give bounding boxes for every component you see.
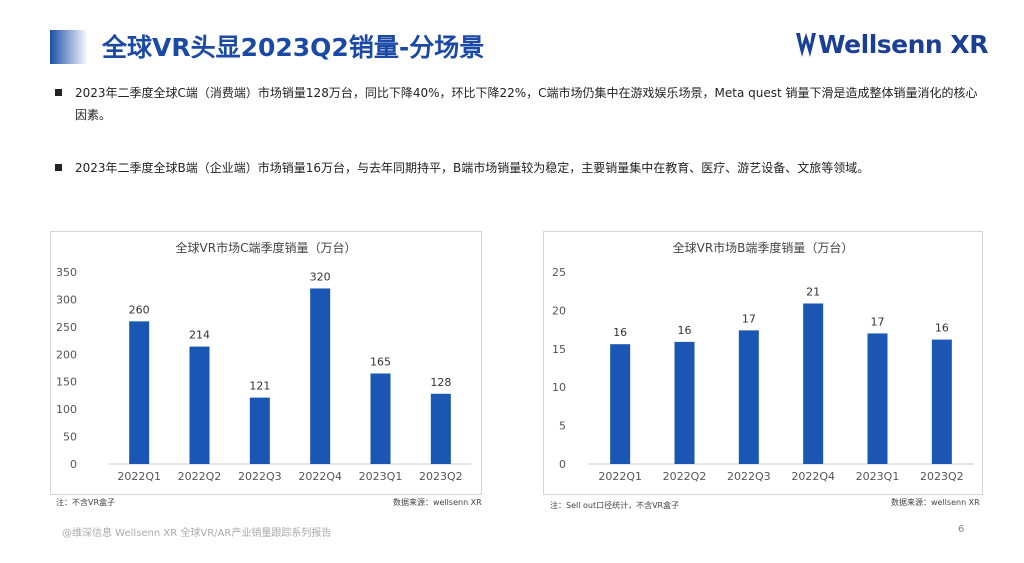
chart-consumer-note: 注：不含VR盒子	[56, 498, 116, 507]
bar-2022Q4	[803, 303, 824, 464]
bullet-square-icon	[55, 164, 62, 171]
y-tick-label: 10	[552, 381, 566, 394]
bullet-square-icon	[55, 89, 62, 96]
bar-2023Q2	[931, 339, 952, 464]
y-tick-label: 50	[63, 431, 77, 444]
x-tick-label: 2022Q4	[298, 470, 342, 483]
y-tick-label: 150	[56, 376, 77, 389]
data-label: 17	[871, 315, 885, 328]
chart-enterprise-quarterly: 全球VR市场B端季度销量（万台） 0 5 10 15 20 25 16 2022Q1 16 2022…	[543, 231, 983, 495]
chart-enterprise-note: 注：Sell out口径统计，不含VR盒子	[550, 501, 680, 510]
x-tick-label: 2023Q2	[920, 470, 964, 483]
bar-2022Q3	[249, 397, 270, 464]
brand-logo: Wellsenn XR	[796, 30, 988, 59]
bar-2022Q4	[310, 288, 331, 464]
y-tick-label: 250	[56, 321, 77, 334]
bar-2022Q1	[610, 344, 631, 464]
y-tick-label: 20	[552, 304, 566, 317]
x-tick-label: 2022Q2	[663, 470, 707, 483]
page-number: 6	[958, 524, 965, 535]
y-tick-label: 350	[56, 266, 77, 279]
data-label: 165	[370, 355, 391, 368]
x-tick-label: 2022Q3	[727, 470, 771, 483]
data-label: 214	[189, 329, 210, 342]
chart-enterprise-svg: 全球VR市场B端季度销量（万台） 0 5 10 15 20 25 16 2022Q1 16 2022…	[552, 240, 974, 483]
brand-logo-text: Wellsenn XR	[818, 30, 988, 59]
data-label: 16	[613, 326, 627, 339]
data-label: 16	[935, 322, 949, 335]
bullet-text: 2023年二季度全球C端（消费端）市场销量128万台，同比下降40%，环比下降2…	[75, 86, 978, 122]
bar-2022Q1	[129, 321, 150, 464]
wellsenn-logo-icon	[796, 32, 816, 57]
x-tick-label: 2023Q1	[359, 470, 403, 483]
y-tick-label: 25	[552, 266, 566, 279]
chart-title: 全球VR市场C端季度销量（万台）	[176, 240, 357, 255]
bar-2022Q2	[189, 346, 210, 464]
chart-consumer-quarterly: 全球VR市场C端季度销量（万台） 0 50 100 150 200 250 300 350 260…	[50, 231, 482, 495]
x-tick-label: 2022Q2	[178, 470, 222, 483]
y-tick-label: 100	[56, 403, 77, 416]
x-tick-label: 2023Q2	[419, 470, 463, 483]
x-tick-label: 2022Q3	[238, 470, 282, 483]
chart-consumer-source: 数据来源：wellsenn XR	[393, 498, 482, 507]
x-tick-label: 2022Q1	[598, 470, 642, 483]
data-label: 121	[249, 380, 270, 393]
bullet-item-consumer: 2023年二季度全球C端（消费端）市场销量128万台，同比下降40%，环比下降2…	[55, 82, 985, 126]
data-label: 21	[806, 285, 820, 298]
x-tick-label: 2023Q1	[856, 470, 900, 483]
data-label: 16	[678, 324, 692, 337]
y-tick-label: 0	[559, 458, 566, 471]
bar-2023Q2	[430, 393, 451, 464]
chart-consumer-svg: 全球VR市场C端季度销量（万台） 0 50 100 150 200 250 300 350 260…	[56, 240, 471, 483]
y-tick-label: 0	[70, 458, 77, 471]
y-tick-label: 300	[56, 293, 77, 306]
x-tick-label: 2022Q1	[117, 470, 161, 483]
page-title: 全球VR头显2023Q2销量-分场景	[102, 33, 485, 62]
bar-2022Q3	[738, 330, 759, 464]
y-tick-label: 15	[552, 343, 566, 356]
y-tick-label: 200	[56, 348, 77, 361]
x-tick-label: 2022Q4	[791, 470, 835, 483]
title-accent-bar	[50, 30, 88, 64]
footer-text: @维深信息 Wellsenn XR 全球VR/AR产业销量跟踪系列报告	[62, 528, 332, 539]
bar-2022Q2	[674, 341, 695, 464]
bar-2023Q1	[370, 373, 391, 464]
data-label: 128	[430, 376, 451, 389]
data-label: 260	[129, 303, 150, 316]
chart-enterprise-source: 数据来源：wellsenn XR	[891, 498, 980, 507]
chart-title: 全球VR市场B端季度销量（万台）	[673, 240, 854, 255]
data-label: 17	[742, 312, 756, 325]
bar-2023Q1	[867, 333, 888, 464]
bullet-text: 2023年二季度全球B端（企业端）市场销量16万台，与去年同期持平，B端市场销量…	[75, 161, 870, 175]
data-label: 320	[310, 270, 331, 283]
y-tick-label: 5	[559, 420, 566, 433]
bullet-item-enterprise: 2023年二季度全球B端（企业端）市场销量16万台，与去年同期持平，B端市场销量…	[55, 157, 985, 179]
